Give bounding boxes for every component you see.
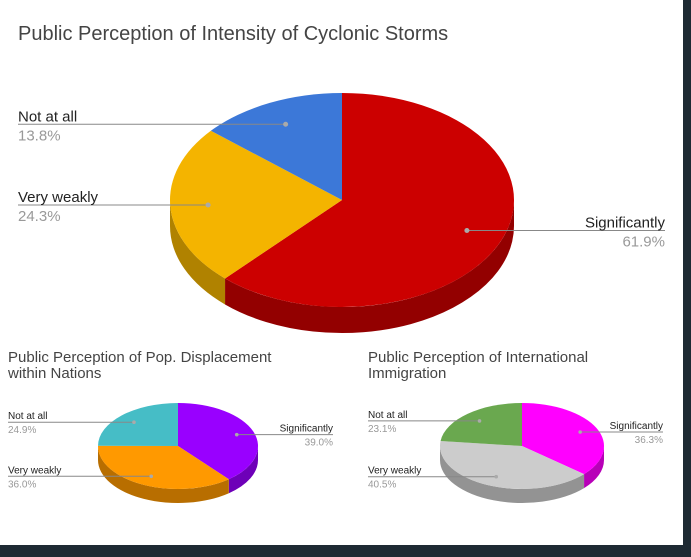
slice-side bbox=[170, 200, 226, 305]
leader-dot bbox=[464, 227, 470, 233]
slice-percent: 23.1% bbox=[368, 424, 396, 435]
leader-dot bbox=[578, 430, 582, 434]
slice-percent: 61.9% bbox=[622, 233, 665, 250]
slice bbox=[440, 403, 522, 446]
leader-dot bbox=[205, 202, 211, 208]
slice-side bbox=[228, 446, 258, 494]
chart-title: Public Perception of Pop. Displacement wi… bbox=[7, 349, 272, 382]
slice bbox=[178, 403, 258, 480]
slice-label: Not at all bbox=[18, 108, 77, 125]
slice bbox=[98, 403, 178, 446]
slice-label: Very weakly bbox=[368, 466, 421, 477]
slice-label: Significantly bbox=[610, 421, 663, 432]
leader-dot bbox=[283, 121, 289, 127]
leader-dot bbox=[234, 432, 239, 437]
slice-side bbox=[584, 446, 604, 489]
backdrop-edge bbox=[683, 0, 691, 557]
slice-percent: 39.0% bbox=[305, 438, 333, 449]
slice-side bbox=[225, 200, 515, 333]
slice-percent: 24.3% bbox=[18, 208, 61, 225]
leader-dot bbox=[149, 474, 154, 479]
slice-percent: 13.8% bbox=[18, 127, 61, 144]
slice-label: Significantly bbox=[585, 214, 666, 231]
slice-percent: 40.5% bbox=[368, 480, 396, 491]
slice-label: Very weakly bbox=[18, 189, 99, 206]
slice bbox=[98, 445, 229, 489]
backdrop-edge bbox=[0, 545, 691, 557]
leader-dot bbox=[494, 474, 499, 479]
leader-dot bbox=[132, 420, 136, 425]
slice-percent: 36.3% bbox=[635, 435, 663, 446]
slice-side bbox=[98, 446, 229, 503]
chart-title: Public Perception of International Immigr… bbox=[368, 349, 588, 382]
slice-label: Very weakly bbox=[8, 465, 61, 476]
slice-side bbox=[440, 446, 585, 503]
slice-percent: 36.0% bbox=[8, 479, 36, 490]
slice-label: Not at all bbox=[8, 411, 47, 422]
chart-title: Public Perception of Intensity of Cyclon… bbox=[18, 23, 448, 45]
slice bbox=[170, 130, 342, 279]
slice-label: Not at all bbox=[368, 410, 407, 421]
slice bbox=[522, 403, 604, 475]
slice-percent: 24.9% bbox=[8, 425, 36, 436]
leader-dot bbox=[477, 419, 482, 423]
slice bbox=[210, 93, 342, 200]
slice bbox=[225, 93, 515, 307]
slice-label: Significantly bbox=[280, 424, 333, 435]
